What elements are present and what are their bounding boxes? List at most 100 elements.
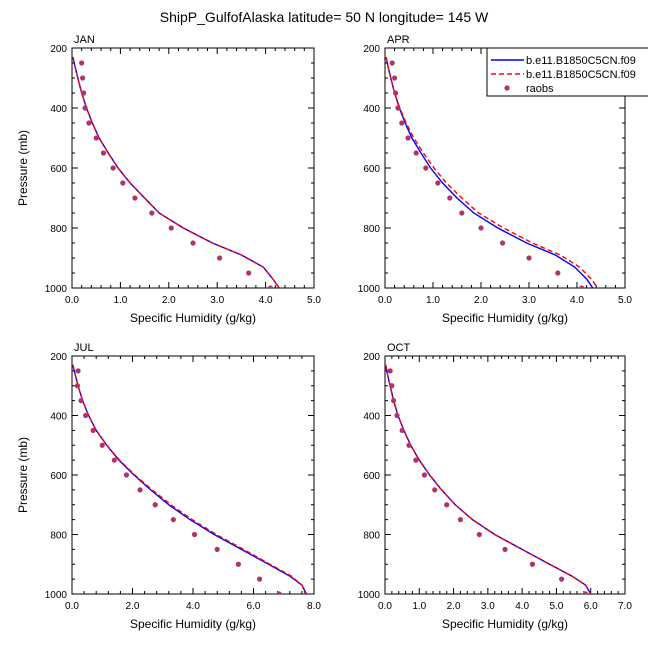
raobs-marker	[526, 255, 532, 261]
raobs-marker	[478, 225, 484, 231]
legend-marker	[504, 85, 510, 91]
y-tick-label: 600	[363, 164, 380, 175]
raobs-marker	[432, 487, 438, 493]
x-tick-label: 6.0	[247, 601, 261, 612]
y-tick-label: 200	[363, 352, 380, 363]
raobs-marker	[529, 561, 536, 567]
y-tick-label: 600	[50, 164, 67, 175]
series-line-red-dashed	[385, 56, 599, 288]
y-tick-label: 200	[50, 44, 67, 55]
x-tick-label: 1.0	[426, 295, 440, 306]
raobs-marker	[447, 195, 453, 201]
x-tick-label: 3.0	[210, 295, 224, 306]
raobs-marker	[389, 383, 395, 389]
y-tick-label: 800	[50, 531, 67, 542]
figure-title: ShipP_GulfofAlaska latitude= 50 N longit…	[160, 9, 489, 25]
raobs-marker	[413, 457, 419, 463]
raobs-marker	[435, 180, 441, 186]
y-tick-label: 1000	[358, 590, 381, 601]
raobs-marker	[149, 210, 155, 216]
x-tick-label: 5.0	[549, 601, 563, 612]
legend: b.e11.B1850C5CN.f09 b.e11.B1850C5CN.f09 ra…	[486, 47, 648, 97]
x-tick-label: 4.0	[515, 601, 529, 612]
raobs-marker	[392, 90, 399, 96]
y-tick-label: 1000	[358, 284, 381, 295]
raobs-marker	[123, 472, 130, 478]
raobs-marker	[256, 576, 263, 582]
raobs-marker	[132, 195, 138, 201]
y-tick-label: 400	[363, 412, 380, 423]
x-tick-label: 7.0	[618, 601, 632, 612]
y-tick-label: 800	[363, 531, 380, 542]
raobs-marker	[502, 546, 508, 552]
plot-frame	[71, 355, 315, 595]
series-group	[385, 364, 592, 594]
raobs-marker	[387, 368, 393, 374]
legend-entry-label: raobs	[526, 83, 554, 95]
panel-jan: JAN 0.0 1.0 2.0 3.0 4.0 5.0 200 400 600 800 1000 Spe…	[16, 34, 321, 325]
raobs-marker	[170, 517, 176, 523]
raobs-marker	[79, 60, 85, 66]
raobs-marker	[81, 90, 87, 96]
y-tick-label: 200	[50, 352, 67, 363]
raobs-marker	[500, 240, 506, 246]
series-line-red-dashed	[385, 364, 592, 594]
y-tick-label: 400	[363, 104, 380, 115]
x-axis-label: Specific Humidity (g/kg)	[442, 311, 568, 325]
y-tick-label: 400	[50, 412, 67, 423]
raobs-marker	[276, 591, 282, 594]
raobs-marker	[390, 398, 397, 404]
raobs-marker	[405, 135, 411, 141]
series-group	[72, 56, 280, 288]
raobs-marker	[389, 60, 395, 66]
y-tick-label: 200	[363, 44, 380, 55]
x-tick-label: 6.0	[584, 601, 598, 612]
raobs-marker	[413, 150, 419, 156]
x-tick-label: 5.0	[307, 295, 321, 306]
series-line-blue	[72, 56, 280, 288]
raobs-marker	[99, 442, 105, 448]
raobs-marker	[191, 531, 198, 538]
panel-jul: JUL 0.0 2.0 4.0 6.0 8.0 200 400 600 800 1000 Specif…	[16, 342, 321, 631]
x-tick-label: 4.0	[186, 601, 200, 612]
y-tick-label: 1000	[45, 284, 68, 295]
x-tick-label: 0.0	[378, 295, 392, 306]
y-tick-label: 600	[363, 471, 380, 482]
raobs-marker	[111, 457, 117, 463]
y-tick-label: 600	[50, 471, 67, 482]
x-tick-label: 2.0	[474, 295, 488, 306]
x-tick-label: 1.0	[113, 295, 127, 306]
raobs-marker	[394, 412, 400, 419]
raobs-marker	[74, 383, 81, 389]
raobs-marker	[137, 487, 143, 493]
raobs-marker	[82, 105, 88, 111]
raobs-marker	[152, 502, 158, 508]
raobs-marker	[395, 105, 401, 111]
x-tick-label: 0.0	[65, 295, 79, 306]
x-tick-label: 2.0	[162, 295, 176, 306]
x-axis-label: Specific Humidity (g/kg)	[442, 617, 568, 631]
raobs-marker	[214, 546, 220, 552]
x-tick-label: 0.0	[378, 601, 392, 612]
raobs-marker	[90, 427, 96, 433]
raobs-marker	[235, 561, 241, 567]
raobs-marker	[399, 120, 405, 126]
raobs-marker	[190, 240, 196, 246]
raobs-marker	[75, 368, 81, 374]
raobs-marker	[100, 150, 107, 156]
series-line-red-dashed	[72, 56, 280, 288]
y-axis-label: Pressure (mb)	[16, 437, 30, 513]
raobs-marker	[86, 120, 92, 126]
panels: JAN 0.0 1.0 2.0 3.0 4.0 5.0 200 400 600 800 1000 Spe…	[16, 34, 632, 631]
raobs-marker	[457, 517, 464, 523]
y-tick-label: 1000	[45, 590, 68, 601]
x-tick-label: 4.0	[570, 295, 584, 306]
y-tick-label: 400	[50, 104, 67, 115]
x-tick-label: 0.0	[65, 601, 79, 612]
raobs-marker	[555, 270, 561, 276]
x-tick-label: 1.0	[412, 601, 426, 612]
raobs-marker	[83, 412, 89, 419]
series-line-red-dashed	[72, 364, 307, 594]
raobs-marker	[246, 270, 252, 276]
